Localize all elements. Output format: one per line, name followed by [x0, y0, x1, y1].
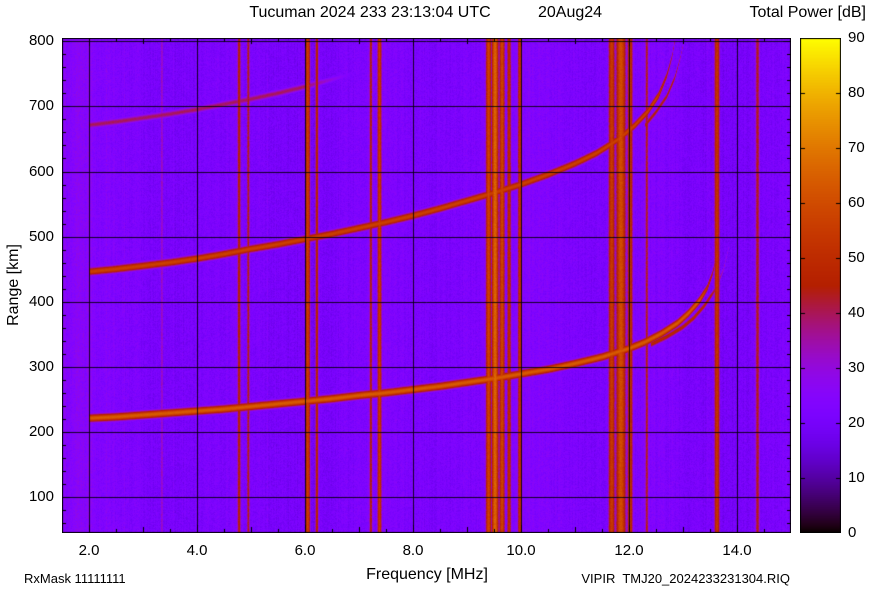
y-tick-label: 700 [28, 97, 54, 115]
colorbar-title: Total Power [dB] [749, 4, 867, 21]
colorbar-tick-label: 20 [848, 414, 865, 431]
y-tick-label: 500 [28, 227, 54, 245]
y-tick-label: 300 [28, 357, 54, 375]
x-tick-label: 4.0 [186, 542, 208, 559]
colorbar [800, 38, 841, 533]
colorbar-tick-label: 80 [848, 84, 865, 101]
ionogram-heatmap [62, 38, 791, 533]
colorbar-tick-label: 50 [848, 249, 865, 266]
x-tick-label: 10.0 [506, 542, 536, 559]
y-tick-label: 100 [28, 488, 54, 506]
y-tick-label: 200 [28, 423, 54, 441]
x-tick-label: 6.0 [294, 542, 316, 559]
colorbar-tick-label: 70 [848, 139, 865, 156]
y-tick-label: 600 [28, 162, 54, 180]
rx-mask-label: RxMask 11111111 [24, 571, 126, 586]
y-axis-label: Range [km] [5, 244, 22, 326]
colorbar-tick-label: 0 [848, 524, 857, 541]
x-tick-label: 2.0 [78, 542, 100, 559]
y-tick-label: 400 [28, 292, 54, 310]
x-tick-label: 12.0 [614, 542, 644, 559]
x-tick-label: 8.0 [402, 542, 424, 559]
x-axis-label: Frequency [MHz] [366, 566, 488, 583]
y-tick-label: 800 [28, 32, 54, 50]
colorbar-tick-label: 40 [848, 304, 865, 321]
colorbar-tick-label: 60 [848, 194, 865, 211]
file-name-label: VIPIR TMJ20_2024233231304.RIQ [581, 571, 790, 586]
plot-date: 20Aug24 [538, 4, 603, 21]
colorbar-tick-label: 90 [848, 29, 865, 46]
plot-title: Tucuman 2024 233 23:13:04 UTC [249, 4, 491, 21]
colorbar-tick-label: 10 [848, 469, 865, 486]
x-tick-label: 14.0 [722, 542, 752, 559]
colorbar-tick-label: 30 [848, 359, 865, 376]
